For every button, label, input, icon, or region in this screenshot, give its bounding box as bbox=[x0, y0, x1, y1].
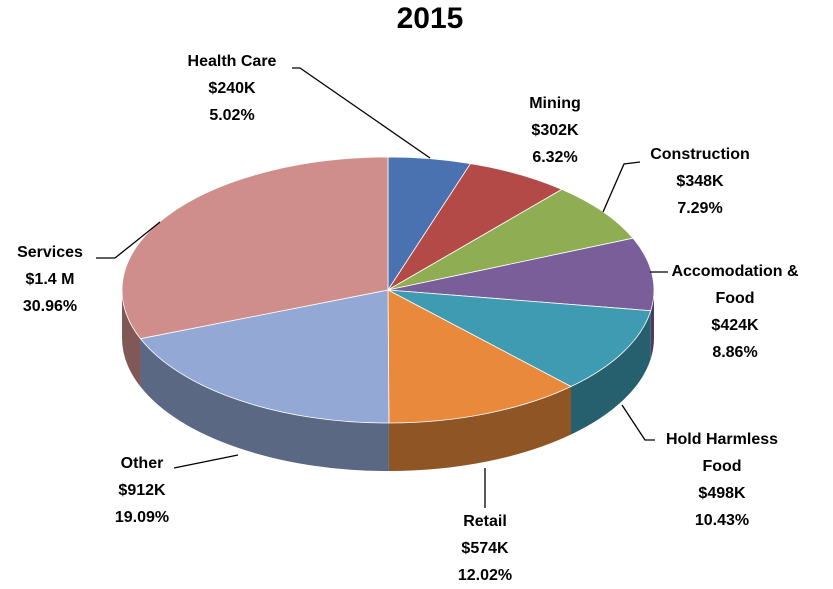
leader bbox=[621, 404, 655, 441]
label-percent: 10.43% bbox=[694, 512, 750, 529]
label-amount: $498K bbox=[698, 485, 746, 502]
label-amount: $302K bbox=[531, 122, 579, 139]
slice-sides bbox=[122, 290, 655, 471]
label-name: Mining bbox=[529, 95, 581, 112]
leader-lines bbox=[96, 67, 668, 508]
leader bbox=[292, 67, 431, 159]
slice-tops bbox=[121, 156, 655, 424]
label-amount: $240K bbox=[208, 80, 256, 97]
data-label: Hold Harmless Food $498K 10.43% bbox=[655, 426, 790, 534]
slice bbox=[121, 156, 389, 340]
slice bbox=[139, 289, 390, 424]
label-name: Accomodation & Food bbox=[671, 263, 799, 307]
slice-side bbox=[122, 290, 141, 387]
data-label: Construction $348K 7.29% bbox=[635, 141, 765, 222]
label-percent: 6.32% bbox=[532, 149, 578, 166]
leader bbox=[602, 161, 641, 213]
label-percent: 19.09% bbox=[114, 509, 170, 526]
slice bbox=[387, 289, 652, 387]
label-amount: $424K bbox=[711, 317, 759, 334]
label-name: Other bbox=[120, 455, 164, 472]
slice-side bbox=[571, 310, 651, 435]
label-percent: 8.86% bbox=[712, 344, 758, 361]
chart-title: 2015 bbox=[396, 2, 464, 35]
slice bbox=[387, 289, 572, 424]
label-percent: 30.96% bbox=[22, 298, 78, 315]
label-percent: 7.29% bbox=[677, 200, 723, 217]
label-amount: $574K bbox=[461, 540, 509, 557]
label-amount: $912K bbox=[118, 482, 166, 499]
slice-side bbox=[140, 338, 389, 471]
label-name: Retail bbox=[463, 513, 507, 530]
label-name: Health Care bbox=[187, 53, 277, 70]
slice-side bbox=[650, 290, 655, 359]
label-name: Services bbox=[17, 244, 83, 261]
label-percent: 5.02% bbox=[209, 107, 255, 124]
label-percent: 12.02% bbox=[457, 567, 513, 584]
data-label: Mining $302K 6.32% bbox=[505, 90, 605, 171]
leader bbox=[173, 454, 239, 469]
data-label: Other $912K 19.09% bbox=[92, 450, 192, 531]
label-amount: $1.4 M bbox=[25, 271, 75, 288]
data-label: Accomodation & Food $424K 8.86% bbox=[668, 258, 803, 366]
data-label: Health Care $240K 5.02% bbox=[162, 48, 302, 129]
data-label: Services $1.4 M 30.96% bbox=[3, 239, 98, 320]
slice-side bbox=[388, 386, 572, 471]
label-name: Construction bbox=[650, 146, 750, 163]
data-label: Retail $574K 12.02% bbox=[435, 508, 535, 589]
slice bbox=[387, 237, 655, 312]
label-name: Hold Harmless Food bbox=[665, 431, 779, 475]
leader bbox=[96, 221, 161, 259]
label-amount: $348K bbox=[676, 173, 724, 190]
